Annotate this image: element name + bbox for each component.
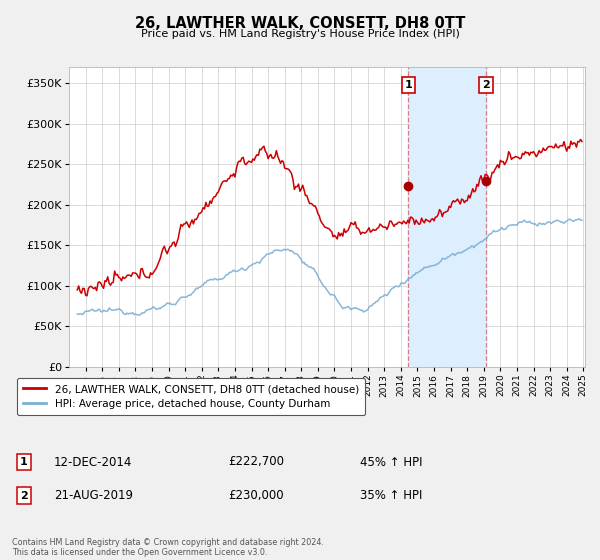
Text: £222,700: £222,700 [228, 455, 284, 469]
Text: 12-DEC-2014: 12-DEC-2014 [54, 455, 133, 469]
Text: 2: 2 [20, 491, 28, 501]
Text: £230,000: £230,000 [228, 489, 284, 502]
Bar [409, 67, 486, 367]
Text: 26, LAWTHER WALK, CONSETT, DH8 0TT: 26, LAWTHER WALK, CONSETT, DH8 0TT [135, 16, 465, 31]
Text: 45% ↑ HPI: 45% ↑ HPI [360, 455, 422, 469]
Text: 2: 2 [482, 80, 490, 90]
Text: 1: 1 [404, 80, 412, 90]
Text: 35% ↑ HPI: 35% ↑ HPI [360, 489, 422, 502]
Legend: 26, LAWTHER WALK, CONSETT, DH8 0TT (detached house), HPI: Average price, detache: 26, LAWTHER WALK, CONSETT, DH8 0TT (deta… [17, 378, 365, 415]
Text: Contains HM Land Registry data © Crown copyright and database right 2024.
This d: Contains HM Land Registry data © Crown c… [12, 538, 324, 557]
Text: 21-AUG-2019: 21-AUG-2019 [54, 489, 133, 502]
Text: Price paid vs. HM Land Registry's House Price Index (HPI): Price paid vs. HM Land Registry's House … [140, 29, 460, 39]
Text: 1: 1 [20, 457, 28, 467]
